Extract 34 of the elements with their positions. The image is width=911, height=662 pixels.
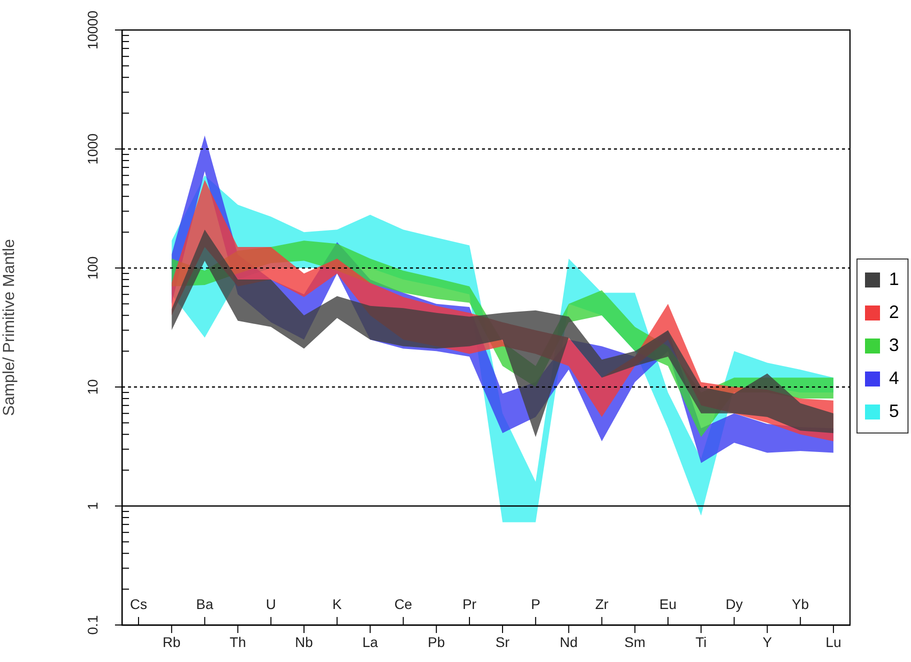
x-tick-label: Y	[762, 634, 773, 650]
x-tick-label: La	[362, 634, 378, 650]
y-tick-label: 10	[84, 379, 100, 395]
x-tick-label: Ti	[696, 634, 707, 650]
x-tick-label: Sr	[496, 634, 510, 650]
x-tick-label: Ce	[394, 596, 412, 612]
x-tick-label: Th	[230, 634, 246, 650]
y-tick-label: 10000	[84, 10, 100, 50]
x-tick-label: Nd	[560, 634, 578, 650]
y-axis-title: Sample/ Primitive Mantle	[1, 238, 18, 416]
x-tick-label: Pr	[462, 596, 477, 612]
x-tick-label: Sm	[624, 634, 646, 650]
y-tick-label: 1	[84, 502, 100, 510]
legend-label: 2	[888, 302, 900, 322]
x-tick-label: Ba	[196, 596, 214, 612]
x-tick-label: U	[266, 596, 276, 612]
x-tick-label: Pb	[428, 634, 446, 650]
y-tick-label: 0.1	[84, 615, 100, 635]
x-tick-label: Yb	[792, 596, 810, 612]
x-tick-label: Eu	[659, 596, 677, 612]
legend-label: 5	[888, 400, 900, 421]
legend-label: 3	[888, 334, 900, 355]
x-tick-label: Nb	[295, 634, 314, 650]
legend-label: 1	[888, 268, 900, 289]
x-tick-label: Rb	[162, 634, 181, 650]
x-tick-label: Dy	[726, 596, 743, 612]
x-tick-label: Zr	[595, 596, 609, 612]
y-tick-label: 1000	[84, 133, 100, 165]
x-tick-label: Cs	[130, 596, 148, 612]
x-tick-label: P	[530, 596, 540, 612]
x-tick-label: Lu	[826, 634, 842, 650]
legend-label: 4	[888, 368, 900, 388]
y-tick-label: 100	[84, 256, 100, 280]
x-tick-label: K	[332, 596, 342, 612]
